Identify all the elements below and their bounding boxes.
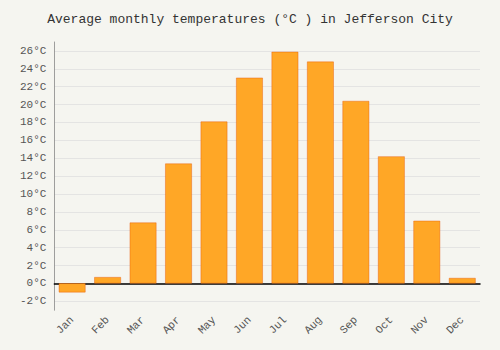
svg-text:0°C: 0°C xyxy=(27,277,47,289)
svg-text:16°C: 16°C xyxy=(20,134,47,146)
svg-text:26°C: 26°C xyxy=(20,45,47,57)
svg-text:Jan: Jan xyxy=(54,314,76,336)
svg-text:Dec: Dec xyxy=(444,314,466,336)
svg-text:6°C: 6°C xyxy=(27,224,47,236)
svg-text:Sep: Sep xyxy=(338,314,360,336)
svg-text:Apr: Apr xyxy=(160,314,182,336)
svg-text:24°C: 24°C xyxy=(20,63,47,75)
svg-text:20°C: 20°C xyxy=(20,99,47,111)
svg-text:Nov: Nov xyxy=(409,314,432,337)
svg-text:4°C: 4°C xyxy=(27,242,47,254)
svg-text:8°C: 8°C xyxy=(27,206,47,218)
svg-text:May: May xyxy=(196,314,219,337)
svg-text:Mar: Mar xyxy=(125,314,147,336)
svg-text:Oct: Oct xyxy=(373,314,395,336)
svg-text:22°C: 22°C xyxy=(20,81,47,93)
svg-text:10°C: 10°C xyxy=(20,188,47,200)
svg-text:Feb: Feb xyxy=(89,314,111,336)
svg-text:Aug: Aug xyxy=(302,314,324,336)
svg-text:Jul: Jul xyxy=(267,314,289,336)
svg-text:12°C: 12°C xyxy=(20,170,47,182)
svg-text:18°C: 18°C xyxy=(20,116,47,128)
svg-text:2°C: 2°C xyxy=(27,260,47,272)
svg-text:Jun: Jun xyxy=(231,314,253,336)
svg-text:Average monthly temperatures (: Average monthly temperatures (°C ) in Je… xyxy=(47,12,453,27)
svg-text:14°C: 14°C xyxy=(20,152,47,164)
svg-text:-2°C: -2°C xyxy=(20,295,47,307)
